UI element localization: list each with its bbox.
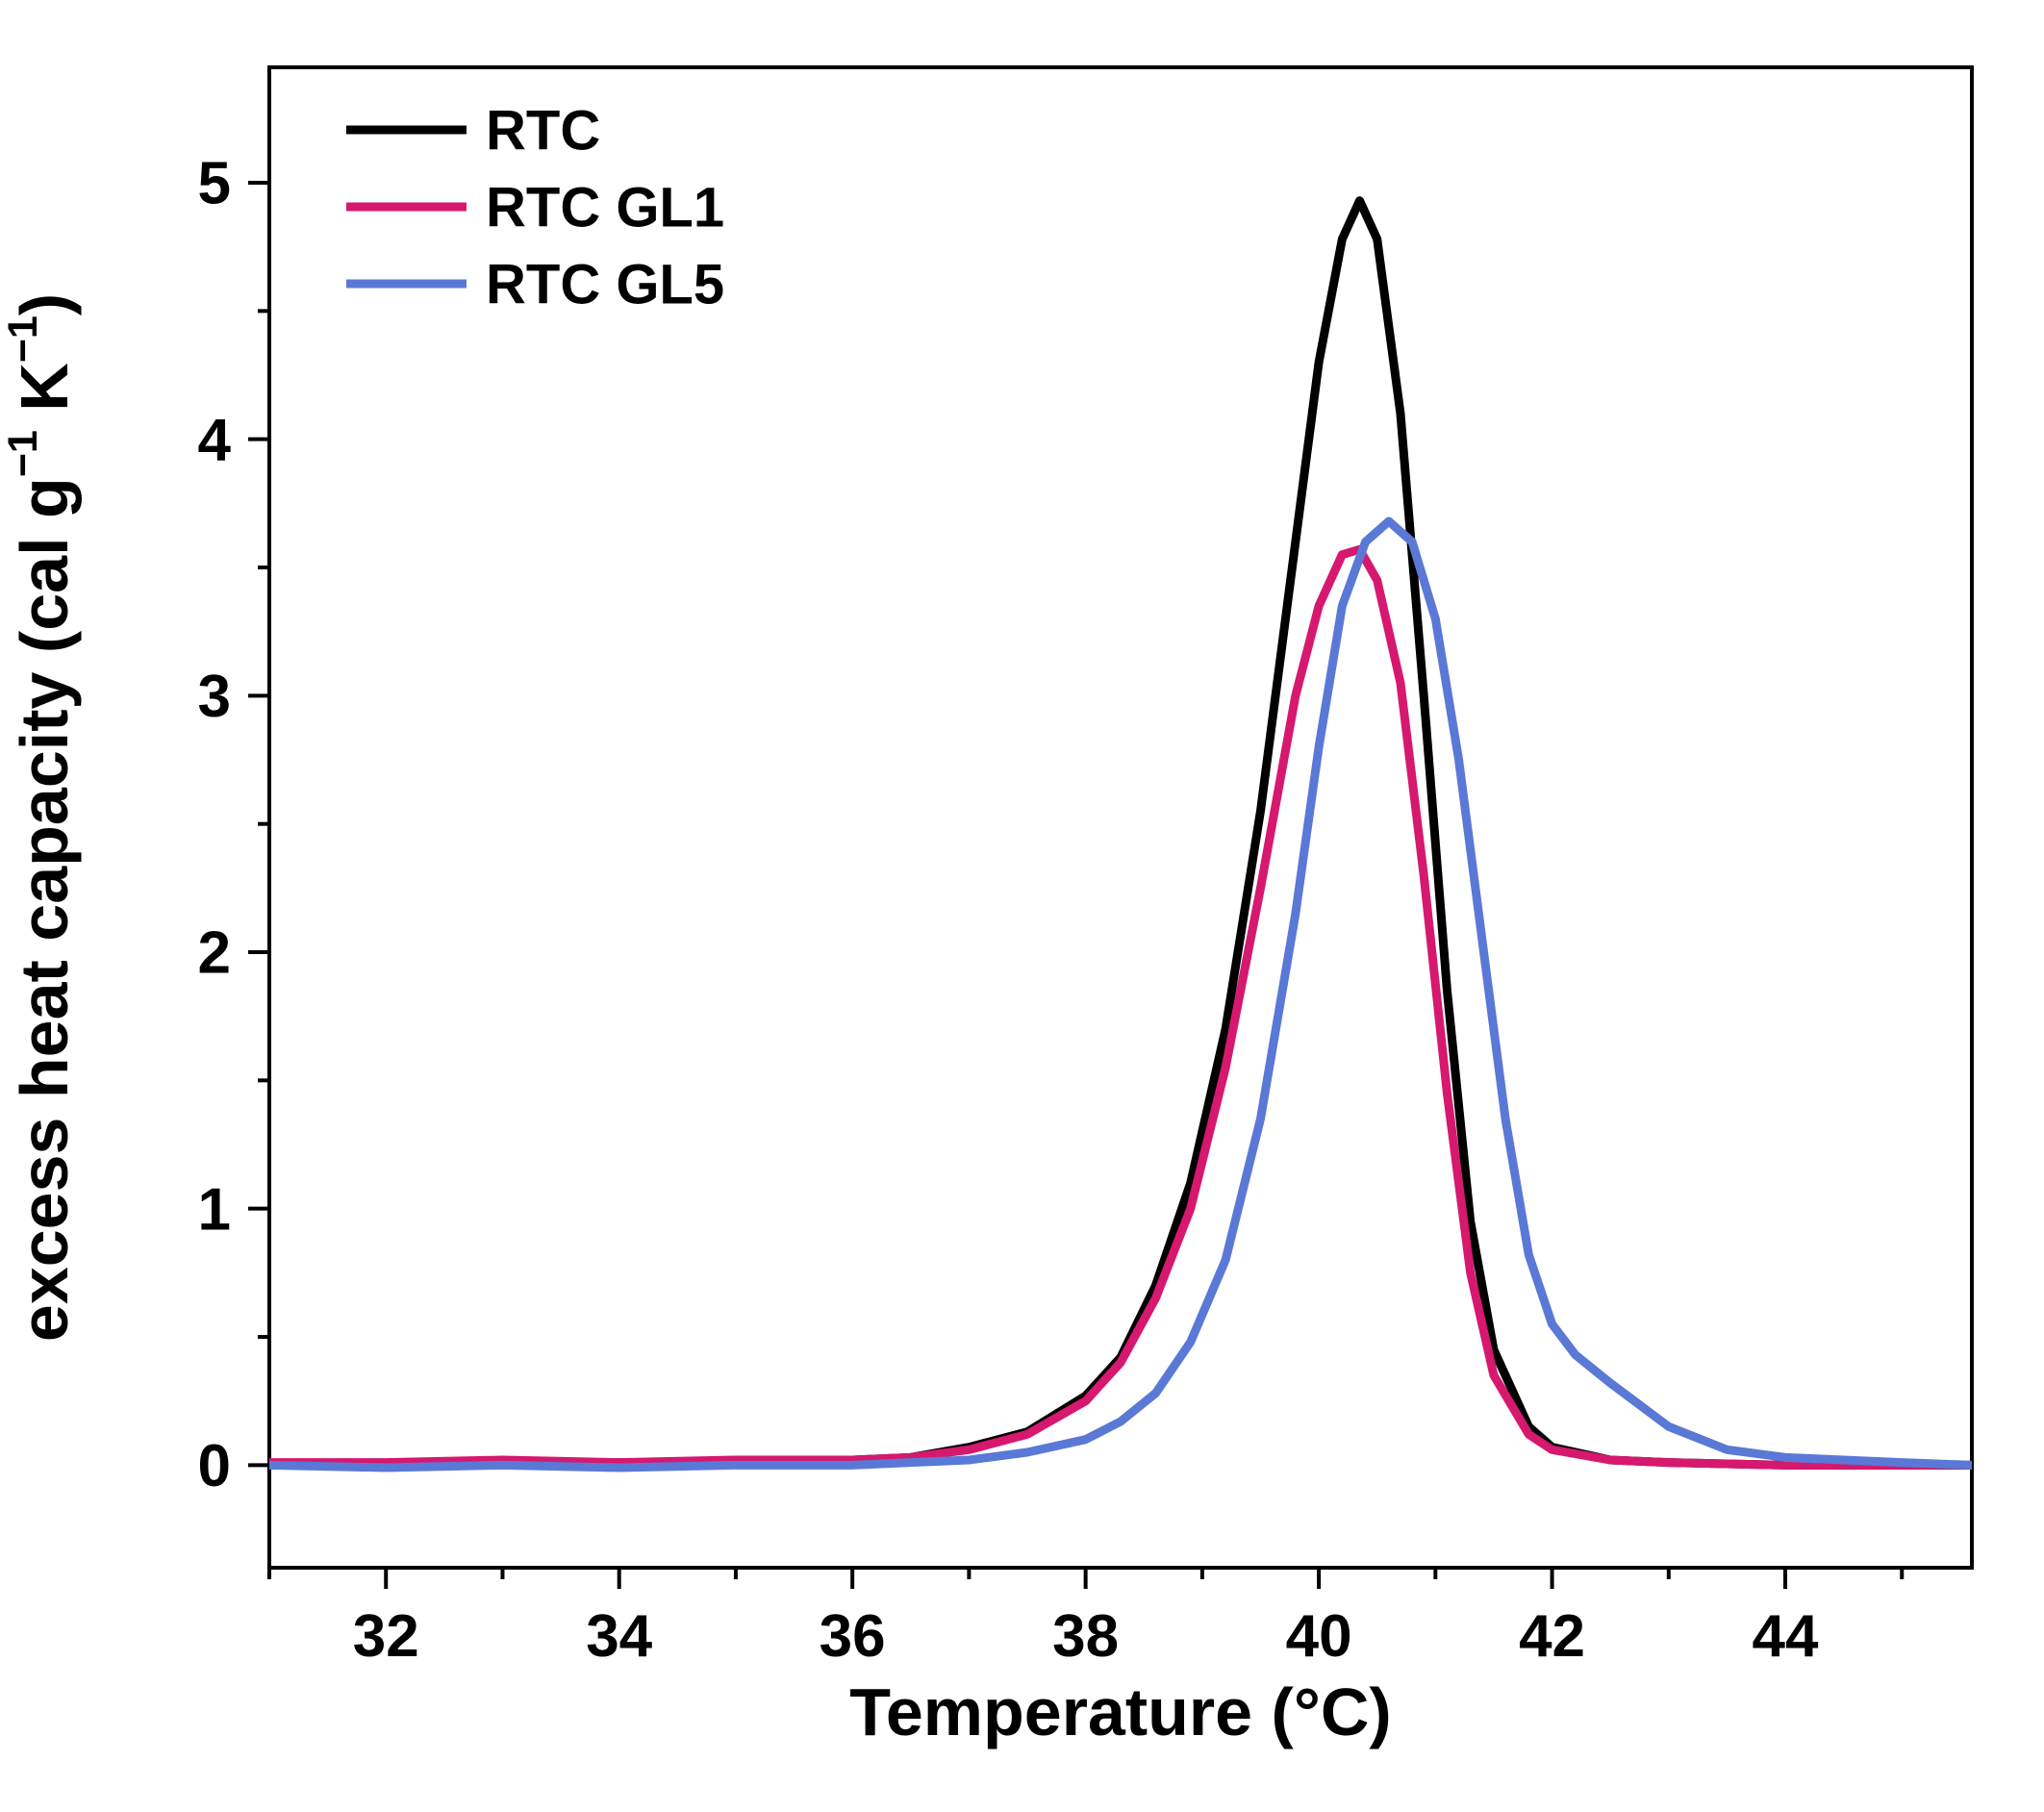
y-tick-label: 1 (198, 1176, 231, 1243)
series-rtc-gl5 (269, 521, 1972, 1468)
x-tick-label: 38 (1052, 1603, 1119, 1670)
legend-label: RTC GL1 (486, 176, 724, 239)
y-ticks: 0 1 2 3 4 5 (198, 151, 269, 1499)
x-tick-label: 34 (586, 1603, 652, 1670)
x-tick-label: 32 (353, 1603, 419, 1670)
legend-label: RTC (486, 99, 600, 162)
series-group (269, 201, 1972, 1468)
legend: RTC RTC GL1 RTC GL5 (346, 99, 724, 315)
legend-label: RTC GL5 (486, 253, 724, 315)
y-axis-label: excess heat capacity (cal g−1 K−1) (0, 293, 82, 1342)
series-rtc-gl1 (269, 549, 1972, 1465)
x-tick-label: 36 (820, 1603, 886, 1670)
x-ticks: 32 34 36 38 40 42 44 (269, 1568, 1902, 1670)
series-rtc (269, 201, 1972, 1466)
y-tick-label: 0 (198, 1433, 231, 1499)
dsc-chart: 32343638404244012345Temperature (°C)exce… (0, 0, 2044, 1812)
y-tick-label: 5 (198, 151, 231, 217)
y-tick-label: 4 (198, 407, 232, 473)
x-tick-label: 42 (1519, 1603, 1585, 1670)
x-tick-label: 40 (1286, 1603, 1352, 1670)
x-axis-label: Temperature (°C) (849, 1674, 1391, 1749)
y-tick-label: 3 (198, 664, 231, 730)
y-tick-label: 2 (198, 920, 231, 987)
chart-container: 32343638404244012345Temperature (°C)exce… (0, 0, 2044, 1812)
x-tick-label: 44 (1753, 1603, 1819, 1670)
